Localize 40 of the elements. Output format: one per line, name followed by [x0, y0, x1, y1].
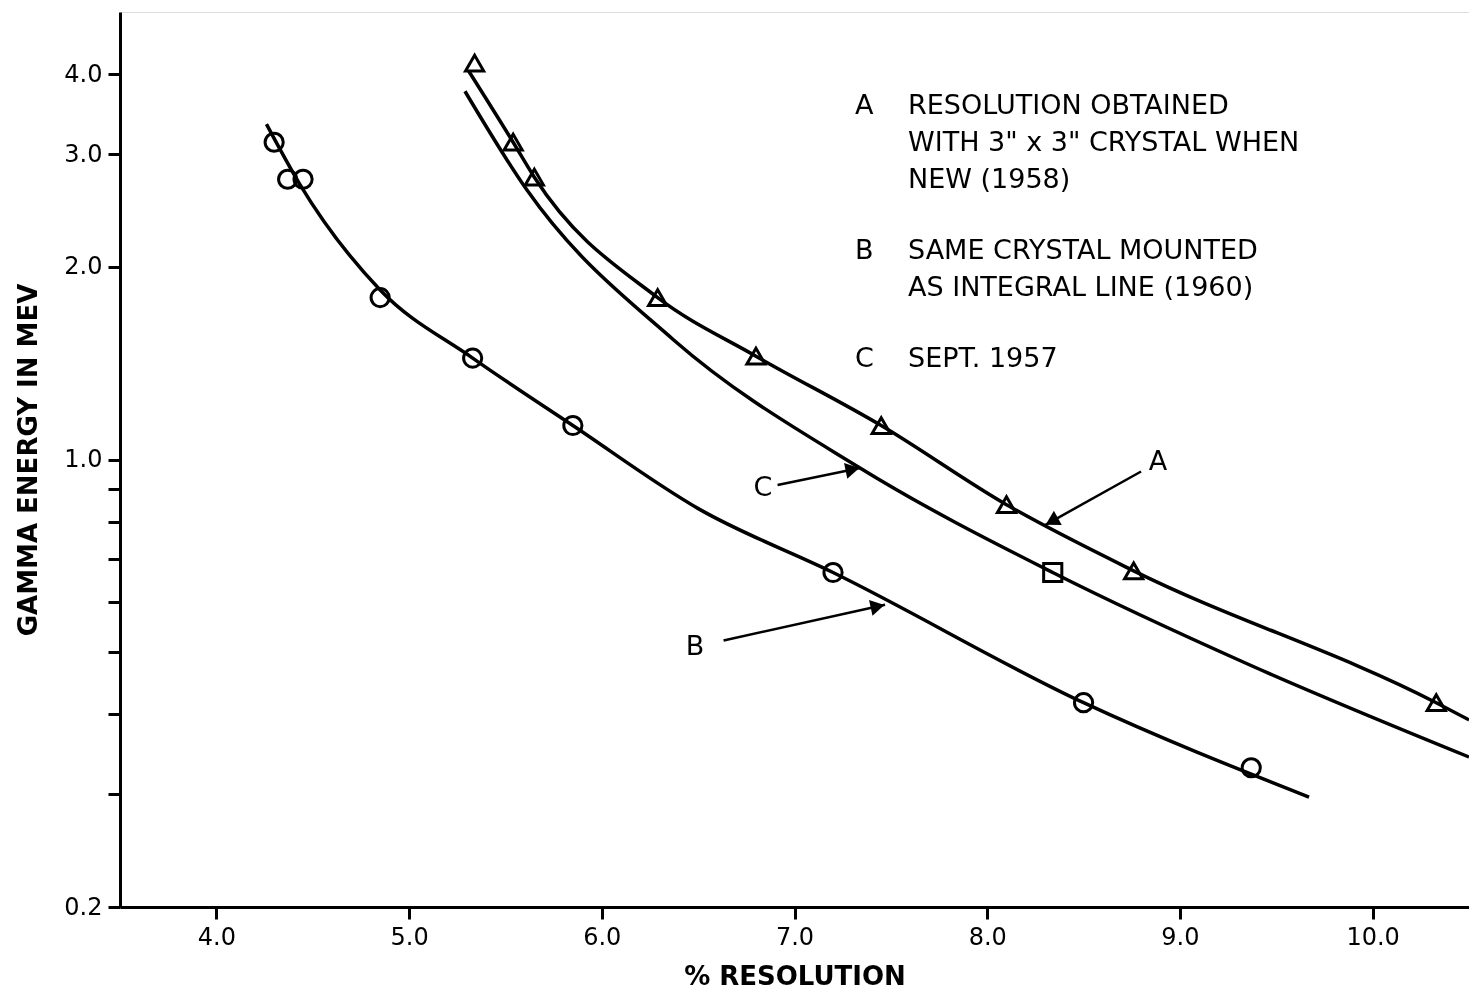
y-axis-title: GAMMA ENERGY IN MEV	[13, 283, 44, 637]
x-tick-label: 8.0	[968, 922, 1007, 951]
point	[462, 347, 484, 369]
text: B SAME CRYSTAL MOUNTED AS INTEGRAL LINE (1960)	[855, 234, 1258, 302]
point	[1042, 561, 1064, 584]
text: A RESOLUTION OBTAINED WITH 3" x 3" CRYSTAL WHEN NEW (1958)	[855, 89, 1300, 194]
y-tick-label: 4.0	[64, 59, 103, 88]
point	[277, 168, 299, 190]
y-tick-label: 1.0	[64, 445, 103, 473]
y-tick-label: 3.0	[64, 139, 103, 168]
x-tick-label: 10.0	[1346, 922, 1400, 951]
x-tick-label: 5.0	[390, 922, 429, 951]
point	[647, 288, 669, 307]
x-tick-label: 9.0	[1161, 922, 1200, 951]
point	[292, 168, 314, 190]
annotation: B	[685, 629, 705, 661]
point	[870, 416, 892, 435]
y-tick-label: 0.2	[64, 892, 103, 921]
point	[464, 53, 486, 73]
x-tick-label: 4.0	[197, 922, 236, 951]
point	[745, 346, 767, 366]
point	[263, 131, 285, 153]
point	[369, 287, 391, 309]
point	[1425, 693, 1447, 713]
point	[1123, 561, 1145, 581]
point	[562, 414, 584, 437]
point	[1240, 757, 1262, 779]
point	[523, 167, 545, 187]
x-tick-label: 7.0	[775, 922, 815, 951]
y-tick-label: 2.0	[64, 252, 103, 281]
x-axis-title: % RESOLUTION	[684, 960, 906, 991]
point	[502, 132, 524, 152]
x-tick-label: 6.0	[583, 922, 622, 951]
annotation: C	[753, 470, 773, 502]
point	[995, 495, 1018, 515]
annotation: A	[1148, 445, 1168, 477]
line-series	[264, 122, 1311, 799]
point	[822, 561, 844, 584]
text: C SEPT. 1957	[855, 342, 1058, 373]
point	[1072, 692, 1095, 714]
